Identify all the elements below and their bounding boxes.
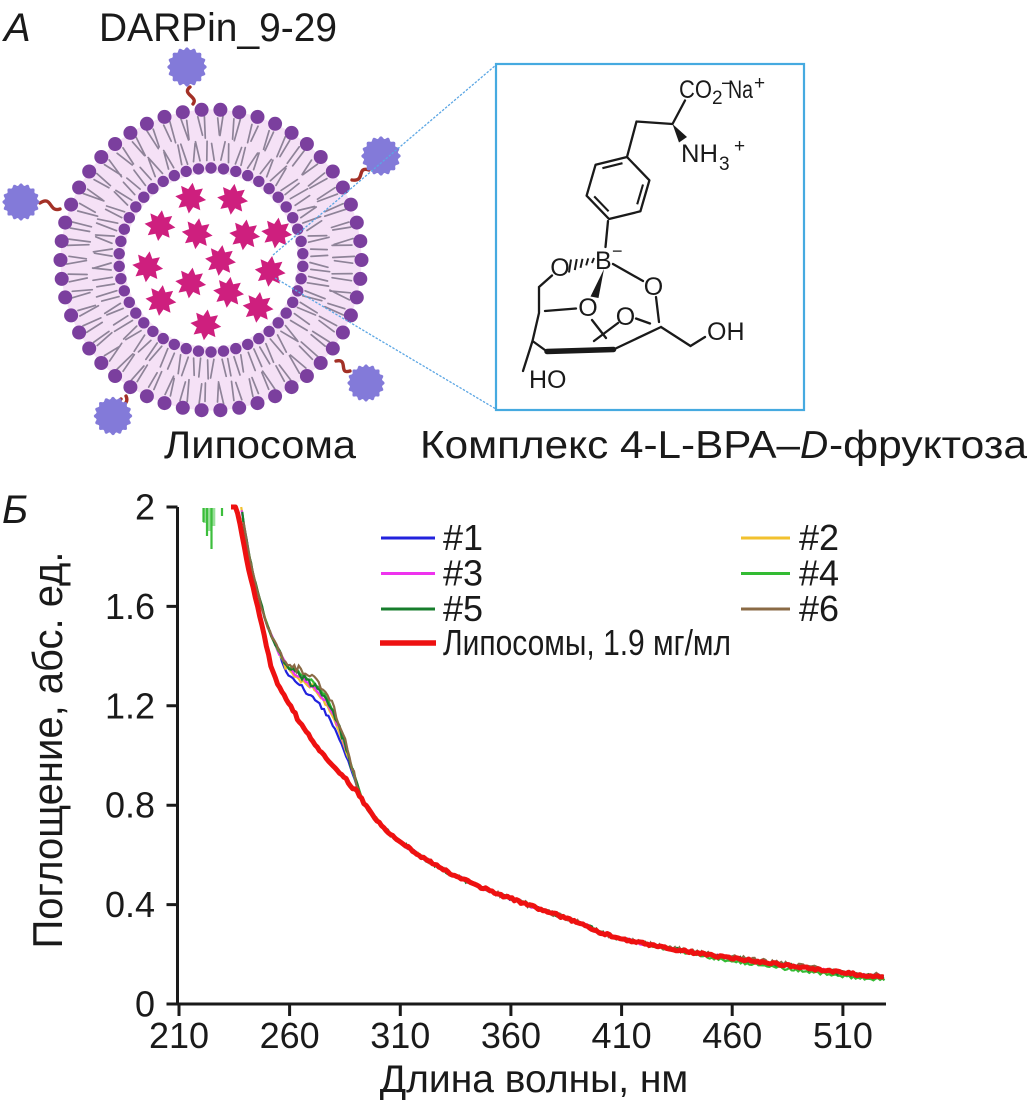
svg-text:CO: CO xyxy=(679,76,712,104)
svg-text:#2: #2 xyxy=(799,517,839,558)
svg-text:460: 460 xyxy=(702,1015,762,1056)
svg-text:#4: #4 xyxy=(799,553,839,594)
svg-text:#5: #5 xyxy=(443,588,483,629)
svg-text:DARPin_9-29: DARPin_9-29 xyxy=(99,6,337,50)
svg-text:-фруктоза: -фруктоза xyxy=(829,424,1027,467)
svg-text:#6: #6 xyxy=(799,588,839,629)
svg-text:А: А xyxy=(2,6,31,50)
svg-text:HO: HO xyxy=(529,366,567,394)
svg-text:O: O xyxy=(644,273,663,301)
svg-text:Комплекс 4-L-BPA–: Комплекс 4-L-BPA– xyxy=(420,424,800,467)
svg-text:210: 210 xyxy=(149,1015,209,1056)
svg-text:−: − xyxy=(612,241,623,261)
svg-text:B: B xyxy=(595,247,612,275)
svg-text:O: O xyxy=(616,303,635,331)
svg-text:+: + xyxy=(754,73,765,94)
svg-text:O: O xyxy=(550,254,569,282)
svg-text:+: + xyxy=(734,136,745,157)
svg-text:Na: Na xyxy=(728,76,753,104)
svg-text:Липосома: Липосома xyxy=(164,424,356,467)
svg-text:260: 260 xyxy=(260,1015,320,1056)
svg-text:Б: Б xyxy=(2,488,28,532)
svg-text:−: − xyxy=(721,73,733,95)
svg-text:510: 510 xyxy=(813,1015,873,1056)
svg-text:1.2: 1.2 xyxy=(105,685,155,726)
svg-text:Липосомы, 1.9 мг/мл: Липосомы, 1.9 мг/мл xyxy=(443,622,731,663)
svg-text:O: O xyxy=(578,294,597,322)
svg-text:0.8: 0.8 xyxy=(105,785,155,826)
svg-text:3: 3 xyxy=(719,154,730,175)
svg-text:NH: NH xyxy=(681,140,718,168)
svg-text:#3: #3 xyxy=(443,553,483,594)
svg-text:Поглощение, абс. ед.: Поглощение, абс. ед. xyxy=(24,552,71,949)
svg-text:310: 310 xyxy=(370,1015,430,1056)
svg-text:360: 360 xyxy=(481,1015,541,1056)
svg-text:#1: #1 xyxy=(443,517,483,558)
svg-text:1.6: 1.6 xyxy=(105,586,155,627)
svg-text:2: 2 xyxy=(712,88,723,109)
svg-text:0: 0 xyxy=(135,984,155,1025)
svg-text:OH: OH xyxy=(707,318,745,346)
svg-text:2: 2 xyxy=(135,487,155,528)
svg-text:410: 410 xyxy=(592,1015,652,1056)
svg-text:Длина волны, нм: Длина волны, нм xyxy=(380,1058,688,1101)
svg-text:0.4: 0.4 xyxy=(105,884,155,925)
svg-text:D: D xyxy=(800,424,828,467)
